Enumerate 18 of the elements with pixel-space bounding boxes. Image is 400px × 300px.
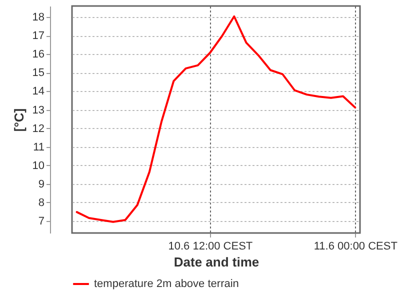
y-tick-label: 15 <box>32 67 44 80</box>
y-tick-label: 9 <box>38 178 44 190</box>
y-tick-label: 10 <box>32 160 44 172</box>
x-tick-label: 11.6 00:00 CEST <box>314 240 398 252</box>
x-tick-label: 10.6 12:00 CEST <box>168 240 253 252</box>
x-axis-title: Date and time <box>174 254 260 270</box>
y-tick-label: 13 <box>32 104 44 116</box>
y-tick-label: 7 <box>38 215 44 228</box>
y-tick-label: 8 <box>38 196 44 209</box>
legend-label: temperature 2m above terrain <box>94 278 239 290</box>
y-tick-label: 14 <box>32 86 44 98</box>
y-tick-label: 17 <box>32 30 44 42</box>
y-axis-title: [°C] <box>11 108 26 132</box>
y-tick-label: 11 <box>33 141 44 154</box>
y-tick-label: 18 <box>32 12 44 24</box>
y-tick-label: 12 <box>32 122 44 135</box>
line-series <box>76 15 356 223</box>
y-tick-label: 16 <box>32 48 44 61</box>
